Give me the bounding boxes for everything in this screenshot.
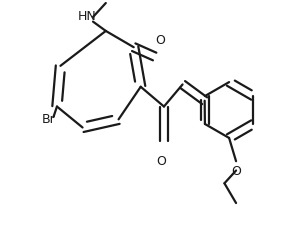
Text: O: O bbox=[157, 155, 166, 168]
Text: Br: Br bbox=[42, 113, 56, 126]
Text: HN: HN bbox=[78, 11, 97, 23]
Text: O: O bbox=[155, 34, 165, 47]
Text: O: O bbox=[231, 165, 241, 178]
